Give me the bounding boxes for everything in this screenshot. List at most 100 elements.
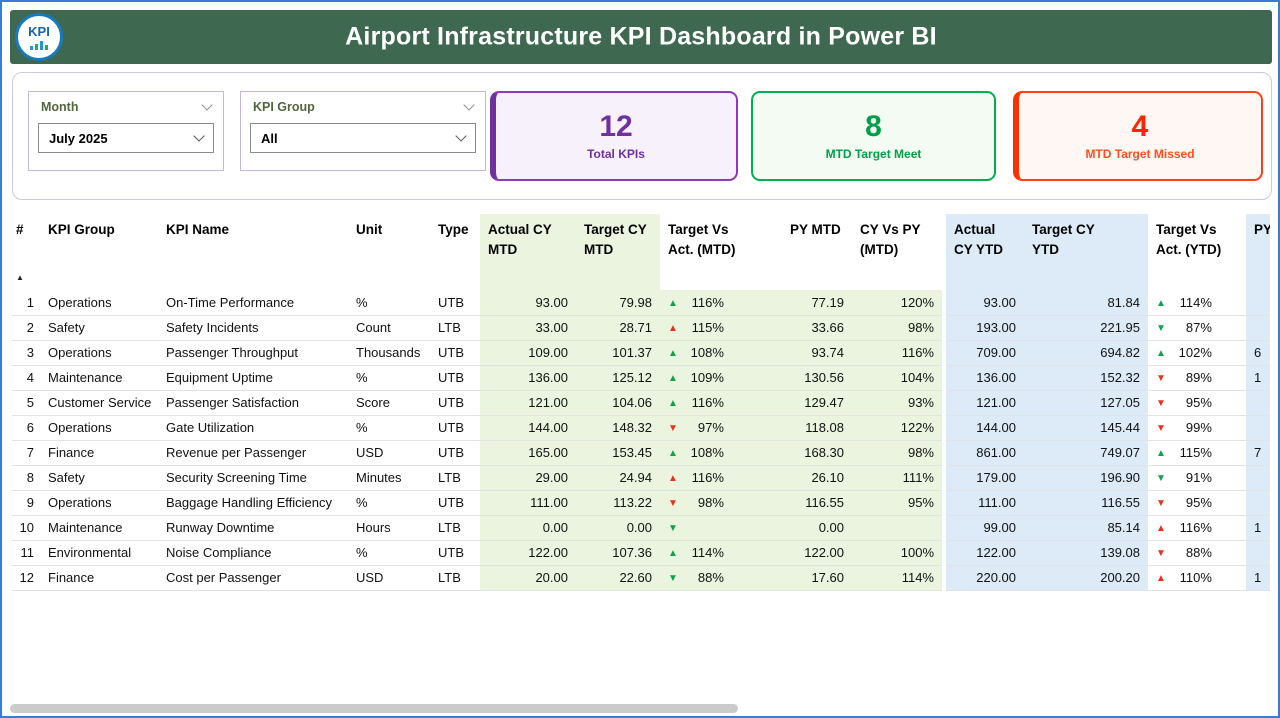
cell-py bbox=[1246, 315, 1270, 341]
table-row[interactable]: 8 Safety Security Screening Time Minutes LTB… bbox=[12, 465, 1270, 491]
cell-cy-vs-py-mtd: 104% bbox=[852, 365, 944, 391]
col-header-kpi-group[interactable]: KPI Group bbox=[48, 222, 115, 237]
total-kpis-label: Total KPIs bbox=[587, 146, 645, 161]
cell-target-cy-mtd: 104.06 bbox=[576, 390, 660, 416]
month-slicer-label: Month bbox=[41, 100, 79, 114]
table-row[interactable]: 4 Maintenance Equipment Uptime% UTB 136.00 12… bbox=[12, 365, 1270, 391]
cell-num: 6 bbox=[12, 415, 40, 441]
col-header-target-cy-ytd[interactable]: Target CY YTD bbox=[1024, 214, 1148, 290]
total-kpis-value: 12 bbox=[599, 109, 633, 143]
cell-actual-cy-ytd: 121.00 bbox=[942, 390, 1024, 416]
col-header-cy-vs-py-mtd[interactable]: CY Vs PY (MTD) bbox=[860, 222, 921, 258]
trend-up-icon: ▲ bbox=[1156, 573, 1166, 584]
cell-target-vs-act-mtd: ▼ 98% bbox=[660, 490, 782, 516]
cell-actual-cy-ytd: 111.00 bbox=[942, 490, 1024, 516]
col-header-actual-cy-ytd[interactable]: Actual CY YTD bbox=[942, 214, 1024, 290]
cell-actual-cy-mtd: 33.00 bbox=[480, 315, 576, 341]
cell-num: 8 bbox=[12, 465, 40, 491]
cell-type: UTB bbox=[430, 290, 480, 316]
cell-unit: % bbox=[348, 415, 430, 441]
variance-percent: 116% bbox=[691, 470, 724, 485]
cell-py: 1 bbox=[1246, 565, 1270, 591]
table-row[interactable]: 9 Operations Baggage Handling Efficiency% U… bbox=[12, 490, 1270, 516]
cell-kpi-name: On-Time Performance bbox=[158, 290, 348, 316]
kpi-logo: KPI bbox=[15, 13, 63, 61]
cell-py-mtd: 0.00 bbox=[782, 515, 852, 541]
table-row[interactable]: 11 Environmental Noise Compliance% UTB 122.0… bbox=[12, 540, 1270, 566]
table-row[interactable]: 10 Maintenance Runway Downtime Hours LTB 0.00… bbox=[12, 515, 1270, 541]
col-header-target-vs-act-ytd[interactable]: Target Vs Act. (YTD) bbox=[1156, 222, 1222, 258]
variance-percent: 99% bbox=[1185, 420, 1212, 435]
kpi-table: # ▲ KPI Group KPI Name Unit Type Actual … bbox=[12, 214, 1270, 696]
table-row[interactable]: 3 Operations Passenger Throughput Thousands… bbox=[12, 340, 1270, 366]
header-bar: KPI Airport Infrastructure KPI Dashboard… bbox=[10, 10, 1272, 64]
cell-py-mtd: 93.74 bbox=[782, 340, 852, 366]
filter-panel: Month July 2025 KPI Group All 12 Total K… bbox=[12, 72, 1272, 200]
cell-target-vs-act-mtd: ▲ 116% bbox=[660, 290, 782, 316]
cell-py-mtd: 33.66 bbox=[782, 315, 852, 341]
cell-kpi-group: Operations bbox=[40, 290, 158, 316]
col-header-unit[interactable]: Unit bbox=[356, 222, 383, 237]
table-row[interactable]: 6 Operations Gate Utilization% UTB 144.00 148… bbox=[12, 415, 1270, 441]
card-mtd-target-meet: 8 MTD Target Meet bbox=[751, 91, 996, 181]
table-row[interactable]: 7 Finance Revenue per Passenger USD UTB 165.0… bbox=[12, 440, 1270, 466]
cell-target-cy-ytd: 200.20 bbox=[1024, 565, 1148, 591]
trend-down-icon: ▼ bbox=[668, 423, 678, 434]
mtd-target-missed-label: MTD Target Missed bbox=[1085, 146, 1195, 161]
variance-percent: 115% bbox=[1179, 445, 1212, 460]
cell-target-cy-ytd: 127.05 bbox=[1024, 390, 1148, 416]
cell-py bbox=[1246, 390, 1270, 416]
cell-target-cy-ytd: 694.82 bbox=[1024, 340, 1148, 366]
cell-target-cy-mtd: 101.37 bbox=[576, 340, 660, 366]
col-header-py[interactable]: PY bbox=[1246, 214, 1270, 290]
cell-actual-cy-ytd: 220.00 bbox=[942, 565, 1024, 591]
cell-kpi-group: Finance bbox=[40, 440, 158, 466]
cell-actual-cy-ytd: 93.00 bbox=[942, 290, 1024, 316]
kpi-group-dropdown-value: All bbox=[261, 130, 278, 146]
kpi-group-slicer-header[interactable]: KPI Group bbox=[241, 92, 485, 116]
col-header-kpi-name[interactable]: KPI Name bbox=[166, 222, 230, 237]
variance-percent: 91% bbox=[1185, 470, 1212, 485]
col-header-py-mtd[interactable]: PY MTD bbox=[790, 222, 841, 237]
kpi-table-grid: # ▲ KPI Group KPI Name Unit Type Actual … bbox=[12, 214, 1270, 591]
month-dropdown[interactable]: July 2025 bbox=[38, 123, 214, 153]
cell-py bbox=[1246, 290, 1270, 316]
cell-target-vs-act-ytd: ▼ 95% bbox=[1148, 390, 1246, 416]
col-header-type[interactable]: Type bbox=[438, 222, 469, 237]
variance-percent: 97% bbox=[697, 420, 724, 435]
cell-target-vs-act-ytd: ▲ 102% bbox=[1148, 340, 1246, 366]
cell-target-cy-mtd: 22.60 bbox=[576, 565, 660, 591]
cell-py-mtd: 17.60 bbox=[782, 565, 852, 591]
trend-up-icon: ▲ bbox=[668, 373, 678, 384]
kpi-group-dropdown[interactable]: All bbox=[250, 123, 476, 153]
table-row[interactable]: 2 Safety Safety Incidents Count LTB 33.00 28.7… bbox=[12, 315, 1270, 341]
table-row[interactable]: 1 Operations On-Time Performance% UTB 93.00 7… bbox=[12, 290, 1270, 316]
cell-target-cy-ytd: 196.90 bbox=[1024, 465, 1148, 491]
cell-target-vs-act-ytd: ▲ 110% bbox=[1148, 565, 1246, 591]
cell-type: LTB bbox=[430, 465, 480, 491]
col-header-num[interactable]: # ▲ bbox=[16, 222, 24, 282]
col-header-actual-cy-mtd[interactable]: Actual CY MTD bbox=[480, 214, 576, 290]
cell-num: 7 bbox=[12, 440, 40, 466]
cell-actual-cy-mtd: 20.00 bbox=[480, 565, 576, 591]
cell-target-cy-mtd: 24.94 bbox=[576, 465, 660, 491]
variance-percent: 108% bbox=[690, 345, 724, 360]
mtd-target-missed-value: 4 bbox=[1131, 109, 1149, 143]
card-total-kpis: 12 Total KPIs bbox=[490, 91, 738, 181]
cell-actual-cy-mtd: 29.00 bbox=[480, 465, 576, 491]
horizontal-scrollbar-thumb[interactable] bbox=[10, 704, 738, 713]
table-row[interactable]: 12 Finance Cost per Passenger USD LTB 20.00 22… bbox=[12, 565, 1270, 591]
col-header-target-cy-mtd[interactable]: Target CY MTD bbox=[576, 214, 660, 290]
cell-actual-cy-ytd: 144.00 bbox=[942, 415, 1024, 441]
cell-unit: Score bbox=[348, 390, 430, 416]
table-row[interactable]: 5 Customer Service Passenger Satisfaction S… bbox=[12, 390, 1270, 416]
month-slicer-header[interactable]: Month bbox=[29, 92, 223, 116]
cell-kpi-name: Runway Downtime bbox=[158, 515, 348, 541]
cell-target-cy-mtd: 107.36 bbox=[576, 540, 660, 566]
cell-kpi-group: Finance bbox=[40, 565, 158, 591]
cell-num: 11 bbox=[12, 540, 40, 566]
col-header-target-vs-act-mtd[interactable]: Target Vs Act. (MTD) bbox=[668, 222, 736, 258]
cell-kpi-group: Maintenance bbox=[40, 515, 158, 541]
horizontal-scrollbar[interactable] bbox=[10, 704, 1272, 713]
